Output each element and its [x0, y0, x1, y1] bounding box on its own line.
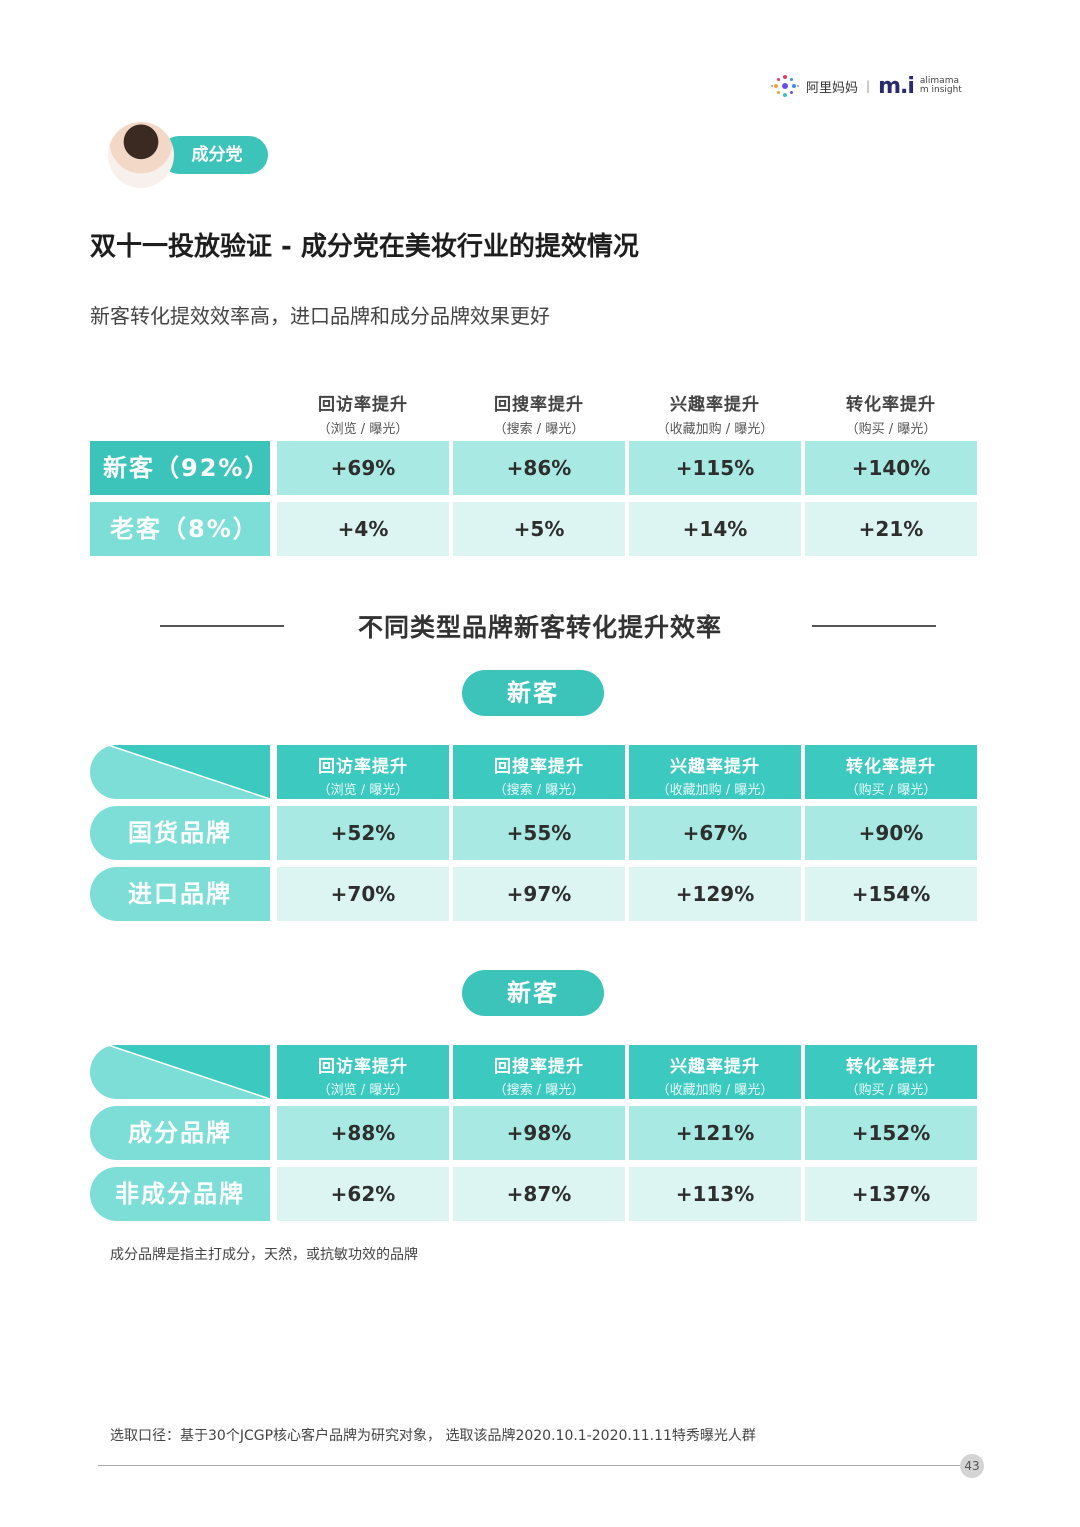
page-number: 43	[960, 1454, 984, 1478]
table-cell: +140%	[805, 441, 977, 495]
t1-col-head: 转化率提升 （购买 / 曝光）	[805, 390, 977, 437]
page-subtitle: 新客转化提效效率高，进口品牌和成分品牌效果更好	[90, 304, 550, 328]
t2-col-head: 回访率提升 （浏览 / 曝光）	[277, 745, 449, 799]
t2-col-head: 转化率提升 （购买 / 曝光）	[805, 745, 977, 799]
row-label: 非成分品牌	[90, 1167, 270, 1221]
row-label: 新客（92%）	[90, 441, 270, 495]
t3-col-head: 兴趣率提升 （收藏加购 / 曝光）	[629, 1045, 801, 1099]
table-cell: +154%	[805, 867, 977, 921]
row-label: 成分品牌	[90, 1106, 270, 1160]
col-sub: （浏览 / 曝光）	[317, 783, 409, 798]
alimama-logo-text: 阿里妈妈	[806, 80, 859, 96]
logo-separator: |	[866, 79, 871, 93]
col-name: 回搜率提升	[494, 757, 584, 777]
table-cell: +4%	[277, 502, 449, 556]
table-cell: +129%	[629, 867, 801, 921]
table-cell: +21%	[805, 502, 977, 556]
table-cell: +121%	[629, 1106, 801, 1160]
col-name: 回访率提升	[318, 395, 408, 415]
col-sub: （收藏加购 / 曝光）	[656, 422, 774, 437]
col-name: 回搜率提升	[494, 395, 584, 415]
diagonal-line-icon	[107, 1045, 270, 1099]
col-sub: （购买 / 曝光）	[845, 422, 937, 437]
diagonal-line-icon	[107, 745, 270, 799]
col-name: 转化率提升	[846, 395, 936, 415]
t2-corner-cell	[90, 745, 270, 799]
col-sub: （搜索 / 曝光）	[493, 1083, 585, 1098]
header-logos: 阿里妈妈 | m.i alimama m insight	[770, 68, 980, 104]
col-name: 转化率提升	[846, 1057, 936, 1077]
table3-pill: 新客	[462, 970, 604, 1016]
table-cell: +97%	[453, 867, 625, 921]
section-title: 不同类型品牌新客转化提升效率	[357, 613, 722, 642]
col-sub: （购买 / 曝光）	[845, 1083, 937, 1098]
col-sub: （收藏加购 / 曝光）	[656, 783, 774, 798]
t3-corner-cell	[90, 1045, 270, 1099]
table-cell: +52%	[277, 806, 449, 860]
row-label: 国货品牌	[90, 806, 270, 860]
mi-logo: m.i	[878, 73, 915, 99]
table-cell: +62%	[277, 1167, 449, 1221]
col-name: 回搜率提升	[494, 1057, 584, 1077]
table-cell: +86%	[453, 441, 625, 495]
table-cell: +14%	[629, 502, 801, 556]
col-sub: （收藏加购 / 曝光）	[656, 1083, 774, 1098]
persona-badge: 成分党	[160, 136, 268, 174]
alimama-logo-icon	[771, 75, 799, 97]
table-cell: +137%	[805, 1167, 977, 1221]
row-label: 老客（8%）	[90, 502, 270, 556]
section-divider-left	[160, 625, 284, 627]
table2-pill: 新客	[462, 670, 604, 716]
col-sub: （购买 / 曝光）	[845, 783, 937, 798]
table-cell: +152%	[805, 1106, 977, 1160]
col-name: 兴趣率提升	[670, 395, 760, 415]
table-cell: +67%	[629, 806, 801, 860]
col-name: 回访率提升	[318, 1057, 408, 1077]
col-sub: （搜索 / 曝光）	[493, 422, 585, 437]
table-cell: +98%	[453, 1106, 625, 1160]
table-cell: +115%	[629, 441, 801, 495]
t1-col-head: 回搜率提升 （搜索 / 曝光）	[453, 390, 625, 437]
mi-logo-text: m.i	[878, 73, 915, 99]
table-cell: +55%	[453, 806, 625, 860]
footnote: 成分品牌是指主打成分，天然，或抗敏功效的品牌	[110, 1247, 418, 1263]
t3-col-head: 回搜率提升 （搜索 / 曝光）	[453, 1045, 625, 1099]
page-title: 双十一投放验证 - 成分党在美妆行业的提效情况	[90, 232, 639, 262]
t3-col-head: 回访率提升 （浏览 / 曝光）	[277, 1045, 449, 1099]
col-name: 兴趣率提升	[670, 757, 760, 777]
table-cell: +88%	[277, 1106, 449, 1160]
mi-logo-subtitle: alimama m insight	[920, 77, 962, 95]
t3-col-head: 转化率提升 （购买 / 曝光）	[805, 1045, 977, 1099]
source-note: 选取口径：基于30个JCGP核心客户品牌为研究对象， 选取该品牌2020.10.…	[110, 1428, 756, 1444]
col-name: 转化率提升	[846, 757, 936, 777]
t2-col-head: 回搜率提升 （搜索 / 曝光）	[453, 745, 625, 799]
table-cell: +5%	[453, 502, 625, 556]
table-cell: +90%	[805, 806, 977, 860]
t1-col-head: 回访率提升 （浏览 / 曝光）	[277, 390, 449, 437]
row-label: 进口品牌	[90, 867, 270, 921]
table-cell: +113%	[629, 1167, 801, 1221]
col-sub: （搜索 / 曝光）	[493, 783, 585, 798]
persona-avatar	[108, 122, 174, 188]
col-sub: （浏览 / 曝光）	[317, 1083, 409, 1098]
mi-sub-line-2: m insight	[919, 85, 962, 95]
mi-sub-line-1: alimama	[919, 76, 959, 86]
col-sub: （浏览 / 曝光）	[317, 422, 409, 437]
table-cell: +87%	[453, 1167, 625, 1221]
table-cell: +69%	[277, 441, 449, 495]
t2-col-head: 兴趣率提升 （收藏加购 / 曝光）	[629, 745, 801, 799]
col-name: 回访率提升	[318, 757, 408, 777]
table-cell: +70%	[277, 867, 449, 921]
bottom-divider	[98, 1465, 960, 1466]
section-divider-right	[812, 625, 936, 627]
t1-col-head: 兴趣率提升 （收藏加购 / 曝光）	[629, 390, 801, 437]
col-name: 兴趣率提升	[670, 1057, 760, 1077]
